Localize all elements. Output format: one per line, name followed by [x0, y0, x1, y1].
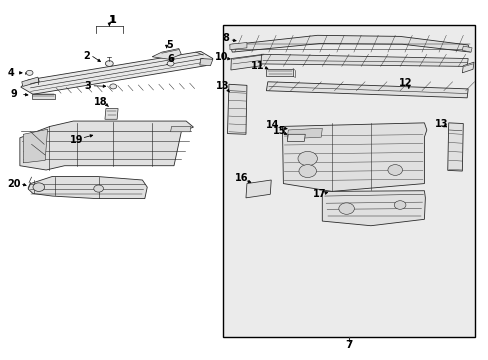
Text: 10: 10: [215, 52, 228, 62]
Circle shape: [393, 201, 405, 209]
Circle shape: [167, 61, 174, 66]
Polygon shape: [21, 51, 212, 94]
Text: 6: 6: [167, 54, 174, 64]
Polygon shape: [266, 82, 467, 98]
Circle shape: [298, 165, 316, 177]
Text: 3: 3: [84, 81, 91, 91]
Circle shape: [26, 70, 33, 75]
Text: 4: 4: [8, 68, 15, 78]
Text: 1: 1: [110, 15, 116, 25]
Circle shape: [110, 84, 116, 89]
Polygon shape: [245, 180, 271, 198]
Polygon shape: [31, 94, 55, 99]
Polygon shape: [461, 62, 473, 73]
Polygon shape: [266, 68, 292, 76]
Text: 2: 2: [83, 51, 90, 61]
Polygon shape: [287, 128, 322, 139]
Circle shape: [105, 61, 113, 66]
Polygon shape: [227, 84, 246, 134]
Polygon shape: [447, 123, 462, 171]
Polygon shape: [200, 59, 212, 66]
Polygon shape: [261, 54, 467, 66]
Polygon shape: [22, 77, 39, 86]
Text: 19: 19: [70, 135, 83, 145]
Circle shape: [387, 165, 402, 175]
Polygon shape: [322, 191, 425, 226]
Text: 11: 11: [251, 61, 264, 71]
Text: 20: 20: [7, 179, 20, 189]
Circle shape: [94, 185, 103, 192]
Circle shape: [338, 203, 354, 214]
Polygon shape: [170, 126, 191, 132]
Text: 1: 1: [109, 15, 115, 24]
Circle shape: [33, 183, 44, 192]
Polygon shape: [229, 35, 469, 52]
Text: 17: 17: [312, 189, 326, 199]
Text: 8: 8: [222, 33, 229, 43]
Polygon shape: [461, 46, 471, 52]
Text: 9: 9: [10, 89, 17, 99]
Text: 7: 7: [345, 340, 352, 350]
Polygon shape: [105, 109, 118, 119]
Text: 14: 14: [265, 120, 279, 130]
Polygon shape: [230, 54, 264, 70]
Polygon shape: [229, 42, 246, 50]
Polygon shape: [28, 176, 147, 199]
Text: 5: 5: [165, 40, 172, 50]
Text: 18: 18: [94, 97, 108, 107]
Circle shape: [297, 152, 317, 166]
Text: 13: 13: [434, 118, 447, 129]
Polygon shape: [282, 123, 426, 192]
Polygon shape: [287, 134, 305, 141]
Polygon shape: [23, 129, 47, 163]
Polygon shape: [152, 49, 181, 59]
Polygon shape: [20, 121, 193, 170]
Text: 16: 16: [235, 173, 248, 183]
Text: 13: 13: [216, 81, 229, 91]
Text: 12: 12: [398, 78, 412, 88]
Text: 15: 15: [272, 126, 285, 136]
FancyBboxPatch shape: [222, 24, 474, 337]
